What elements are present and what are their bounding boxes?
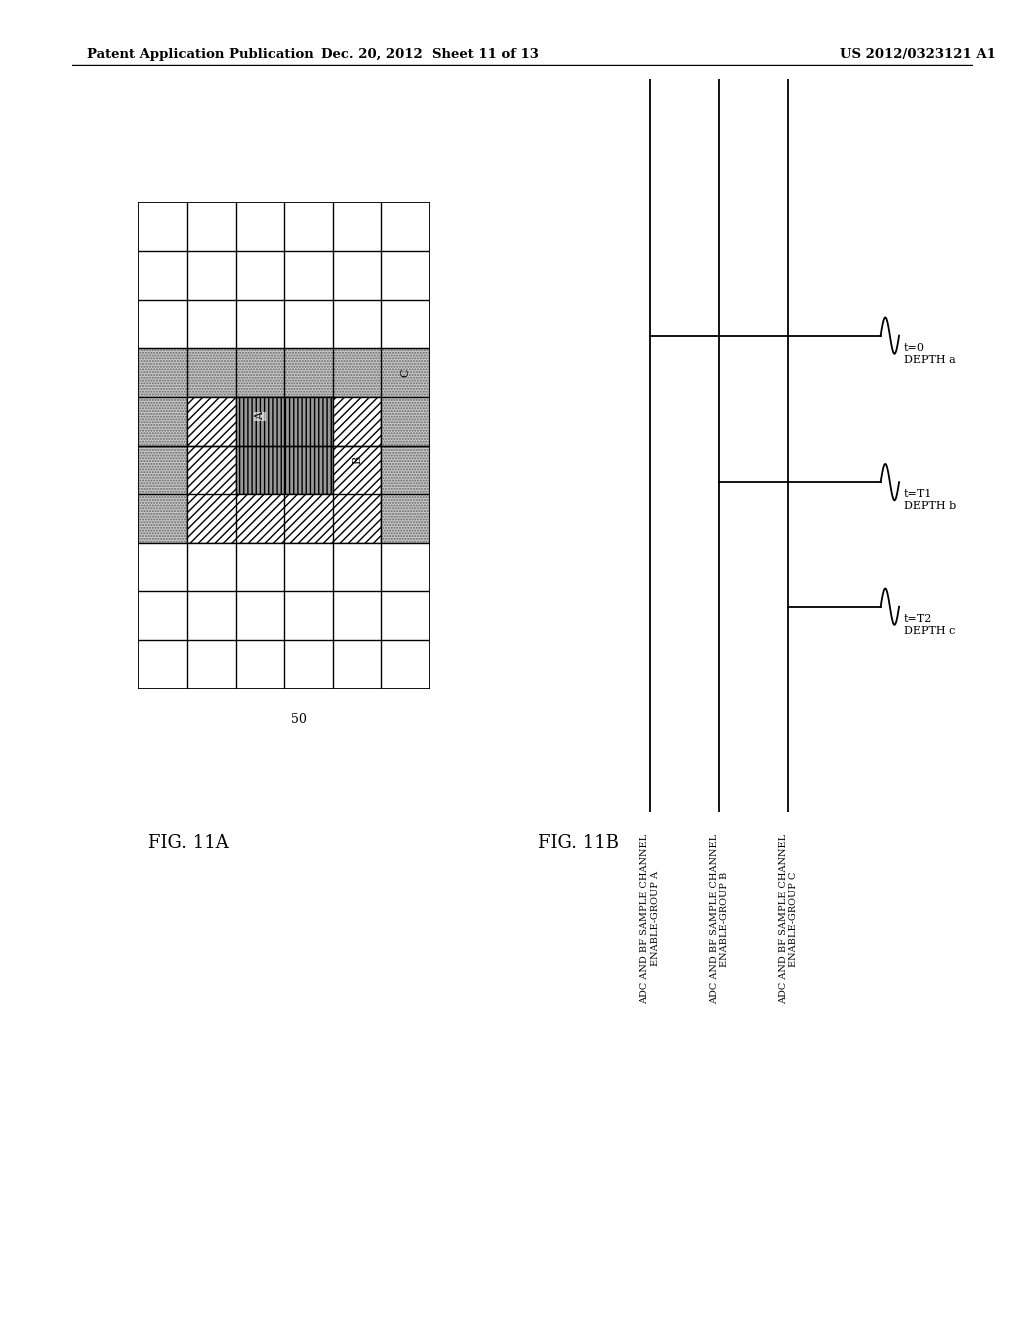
Bar	[186, 397, 381, 543]
Text: FIG. 11B: FIG. 11B	[538, 834, 618, 853]
Text: B: B	[352, 455, 362, 465]
Text: C: C	[400, 368, 411, 376]
Text: FIG. 11A: FIG. 11A	[148, 834, 229, 853]
Text: A: A	[255, 412, 265, 420]
Bar	[138, 348, 430, 543]
Text: Patent Application Publication: Patent Application Publication	[87, 48, 313, 61]
Text: ADC AND BF SAMPLE CHANNEL
ENABLE-GROUP B: ADC AND BF SAMPLE CHANNEL ENABLE-GROUP B	[710, 834, 729, 1005]
Text: ADC AND BF SAMPLE CHANNEL
ENABLE-GROUP C: ADC AND BF SAMPLE CHANNEL ENABLE-GROUP C	[779, 834, 798, 1005]
Bar	[138, 348, 430, 543]
Text: Dec. 20, 2012  Sheet 11 of 13: Dec. 20, 2012 Sheet 11 of 13	[322, 48, 539, 61]
Text: t=T2
DEPTH c: t=T2 DEPTH c	[904, 614, 955, 636]
Text: t=T1
DEPTH b: t=T1 DEPTH b	[904, 490, 956, 511]
Bar	[186, 397, 381, 543]
Text: ADC AND BF SAMPLE CHANNEL
ENABLE-GROUP A: ADC AND BF SAMPLE CHANNEL ENABLE-GROUP A	[641, 834, 659, 1005]
Text: t=0
DEPTH a: t=0 DEPTH a	[904, 343, 955, 364]
Text: 50: 50	[292, 713, 307, 726]
Text: US 2012/0323121 A1: US 2012/0323121 A1	[840, 48, 995, 61]
Bar	[236, 397, 333, 494]
Bar	[236, 397, 333, 494]
